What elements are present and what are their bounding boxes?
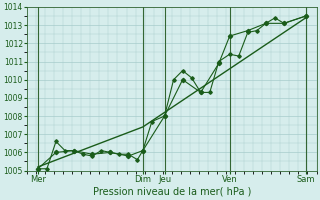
X-axis label: Pression niveau de la mer( hPa ): Pression niveau de la mer( hPa ) bbox=[92, 187, 251, 197]
